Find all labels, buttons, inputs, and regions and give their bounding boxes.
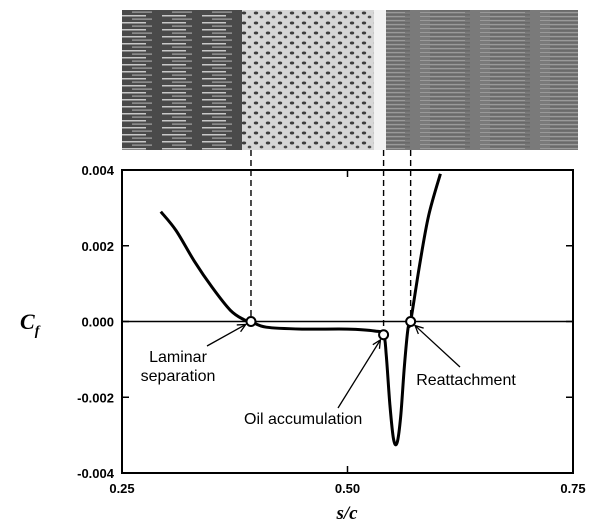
oil-flow-reattached-region [386, 10, 578, 150]
markers [245, 316, 417, 341]
oil-flow-image [122, 10, 578, 150]
y-tick-label: 0.000 [81, 315, 114, 330]
x-tick-label: 0.25 [109, 481, 134, 496]
y-axis-label-subscript: f [35, 324, 41, 339]
y-axis-label-main: C [20, 309, 35, 334]
annotation-label-line: Oil accumulation [244, 411, 362, 428]
annotation-arrow [414, 325, 461, 368]
y-tick-label: 0.004 [81, 163, 114, 178]
y-tick-label: -0.002 [77, 390, 114, 405]
cf-curve [159, 173, 442, 447]
annotation-arrow [206, 323, 247, 347]
x-axis-label: s/c [335, 503, 358, 524]
point-marker [405, 316, 417, 327]
annotations: Laminar separation Oil accumulation Reattac… [141, 323, 516, 428]
annotation-label: Oil accumulation [244, 411, 362, 428]
oil-flow-accumulation-line [374, 10, 386, 150]
point-marker [245, 316, 257, 327]
y-axis-label: Cf [20, 309, 41, 339]
annotation-arrowhead [372, 338, 382, 349]
annotation-label: Laminar separation [141, 349, 216, 385]
oil-flow-separated-region [242, 10, 384, 150]
axis-tick-labels: -0.004 -0.002 0.000 0.002 0.004 0.25 0.50 0.75 [77, 163, 586, 496]
reference-lines [250, 150, 412, 335]
annotation-arrowhead [236, 323, 248, 333]
annotation-label: Reattachment [416, 372, 516, 389]
y-tick-label: -0.004 [77, 466, 115, 481]
annotation-label-line: separation [141, 368, 216, 385]
x-tick-label: 0.75 [560, 481, 585, 496]
annotation-arrowhead [413, 324, 424, 335]
y-tick-label: 0.002 [81, 239, 114, 254]
point-marker [378, 329, 390, 341]
annotation-arrow [337, 339, 381, 409]
annotation-label-line: Laminar [149, 349, 207, 366]
x-tick-label: 0.50 [335, 481, 360, 496]
annotation-label-line: Reattachment [416, 372, 516, 389]
oil-flow-laminar-region [122, 10, 242, 150]
